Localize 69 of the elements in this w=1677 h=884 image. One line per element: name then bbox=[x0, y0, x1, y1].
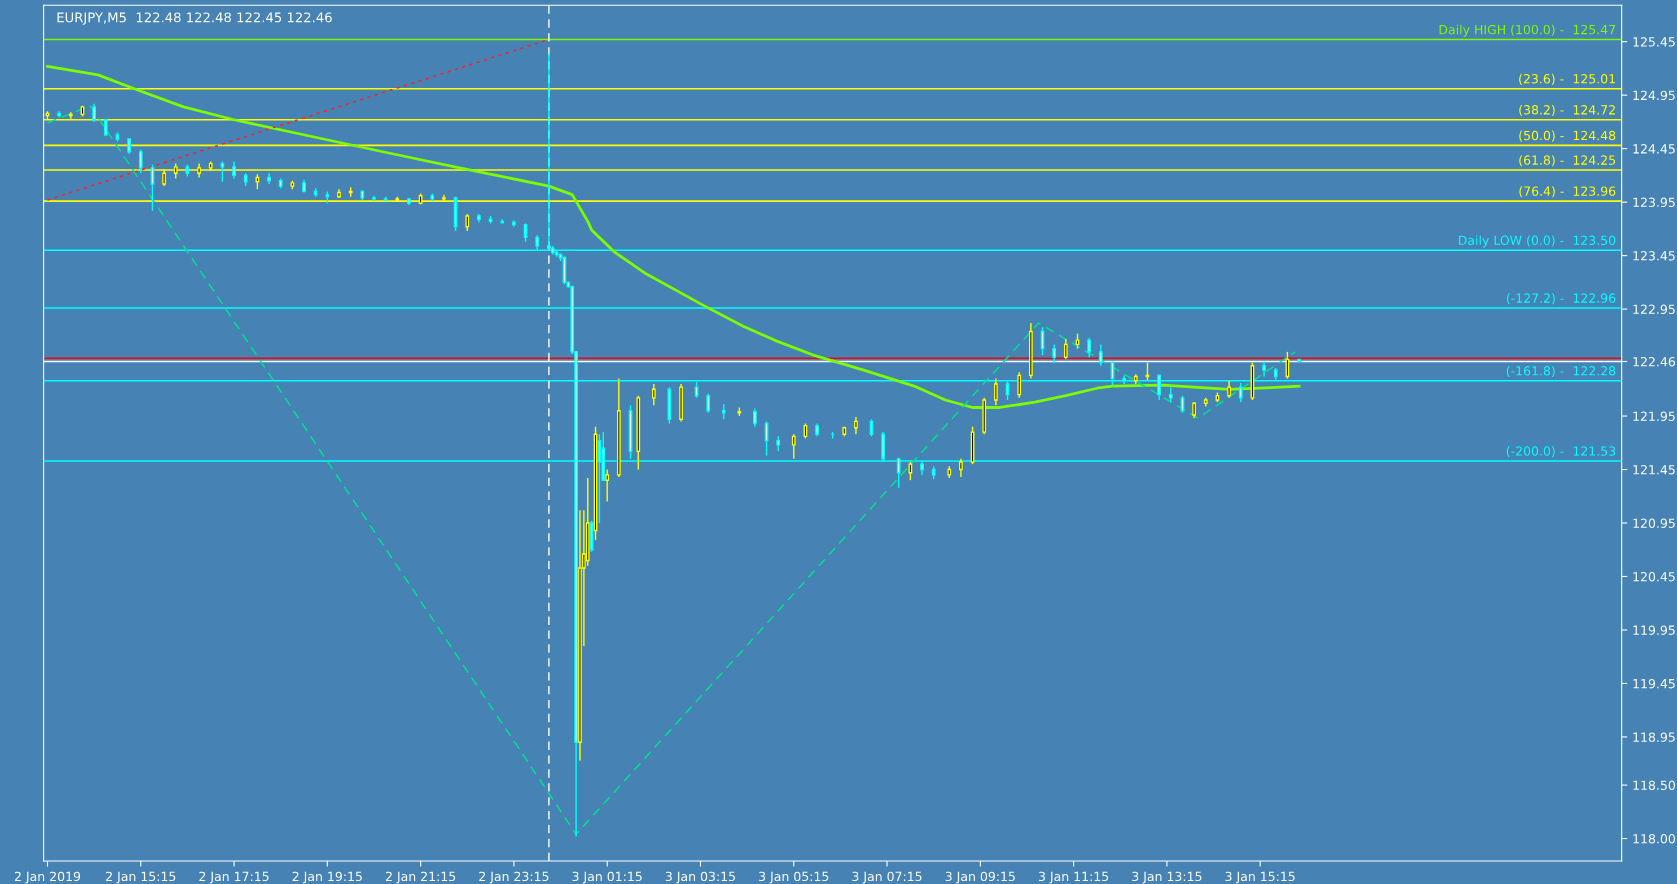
line-series bbox=[46, 105, 1296, 836]
x-tick-label: 3 Jan 05:15 bbox=[759, 871, 829, 884]
candlestick bbox=[220, 160, 225, 183]
ref-line-label: 123.50 bbox=[1573, 235, 1616, 246]
candlestick bbox=[1098, 343, 1103, 367]
x-tick-label: 2 Jan 21:15 bbox=[385, 871, 456, 884]
x-tick-label: 2 Jan 19:15 bbox=[292, 871, 362, 884]
annotation: Daily HIGH (100.0) - bbox=[1439, 24, 1564, 37]
ref-line-label: 124.25 bbox=[1573, 155, 1616, 165]
annotation: (61.8) - bbox=[1519, 155, 1564, 167]
candlestick bbox=[1063, 338, 1068, 361]
candlestick bbox=[994, 377, 998, 407]
annotation: (50.0) - bbox=[1519, 130, 1564, 142]
candlestick bbox=[651, 383, 656, 407]
y-tick-label: 122.46 bbox=[1633, 356, 1676, 367]
y-tick-label: 124.45 bbox=[1633, 144, 1675, 154]
ref-line-label: 121.53 bbox=[1573, 446, 1616, 456]
x-tick-label: 2 Jan 2019 bbox=[14, 871, 81, 884]
y-tick-label: 124.95 bbox=[1633, 90, 1675, 101]
ref-line-label: 122.28 bbox=[1573, 366, 1616, 376]
candlestick bbox=[1017, 371, 1022, 399]
candlestick bbox=[1052, 343, 1057, 364]
annotation: (-161.8) - bbox=[1506, 365, 1564, 378]
candlestick bbox=[267, 172, 271, 185]
text: EURJPY,M5 122.48 122.48 122.45 122.46 bbox=[57, 12, 332, 25]
candlestick bbox=[605, 468, 610, 503]
candlestick bbox=[138, 149, 143, 174]
y-tick-label: 123.95 bbox=[1633, 197, 1675, 208]
candlestick bbox=[753, 407, 757, 428]
line-series bbox=[46, 64, 1301, 409]
y-tick-label: 121.45 bbox=[1633, 465, 1675, 475]
y-tick-label: 118.00 bbox=[1633, 834, 1675, 844]
x-tick-label: 3 Jan 13:15 bbox=[1132, 871, 1202, 884]
annotation: (-200.0) - bbox=[1506, 446, 1564, 458]
y-tick-label: 120.95 bbox=[1633, 518, 1675, 528]
y-tick-label: 118.95 bbox=[1633, 732, 1675, 742]
ref-line-label: 123.96 bbox=[1573, 186, 1616, 196]
x-tick-label: 3 Jan 01:15 bbox=[572, 871, 642, 884]
x-tick-label: 2 Jan 15:15 bbox=[106, 871, 176, 884]
annotation: (38.2) - bbox=[1519, 104, 1564, 117]
x-tick-label: 3 Jan 07:15 bbox=[852, 871, 922, 884]
annotation: (76.4) - bbox=[1519, 186, 1564, 198]
candlestick bbox=[791, 433, 796, 460]
annotation: (-127.2) - bbox=[1506, 293, 1564, 305]
x-tick-label: 3 Jan 09:15 bbox=[945, 871, 1015, 884]
x-tick-label: 2 Jan 17:15 bbox=[199, 871, 269, 884]
y-tick-label: 122.95 bbox=[1633, 304, 1675, 315]
y-tick-label: 118.50 bbox=[1633, 780, 1675, 790]
x-tick-label: 3 Jan 11:15 bbox=[1038, 871, 1109, 884]
ref-line-label: 125.47 bbox=[1573, 24, 1616, 35]
ref-line-label: 124.48 bbox=[1573, 130, 1616, 141]
x-tick-label: 3 Jan 15:15 bbox=[1225, 871, 1295, 884]
annotation: (23.6) - bbox=[1519, 73, 1564, 86]
ref-line-label: 122.96 bbox=[1573, 293, 1616, 303]
x-tick-label: 3 Jan 03:15 bbox=[665, 871, 735, 884]
ref-line-label: 124.72 bbox=[1573, 105, 1615, 115]
y-tick-label: 119.95 bbox=[1633, 625, 1675, 635]
candlestick bbox=[959, 458, 963, 478]
y-tick-label: 123.45 bbox=[1633, 251, 1675, 261]
annotation: Daily LOW (0.0) - bbox=[1458, 235, 1564, 248]
y-tick-label: 121.95 bbox=[1633, 411, 1675, 421]
candlestick bbox=[92, 103, 96, 123]
candlestick bbox=[706, 392, 711, 414]
x-tick-label: 2 Jan 23:15 bbox=[479, 871, 549, 884]
y-tick-label: 125.45 bbox=[1633, 37, 1675, 47]
candlestick bbox=[1087, 337, 1092, 358]
ref-line-label: 125.01 bbox=[1573, 74, 1615, 84]
y-tick-label: 119.45 bbox=[1633, 678, 1675, 689]
y-tick-label: 120.45 bbox=[1633, 571, 1675, 582]
